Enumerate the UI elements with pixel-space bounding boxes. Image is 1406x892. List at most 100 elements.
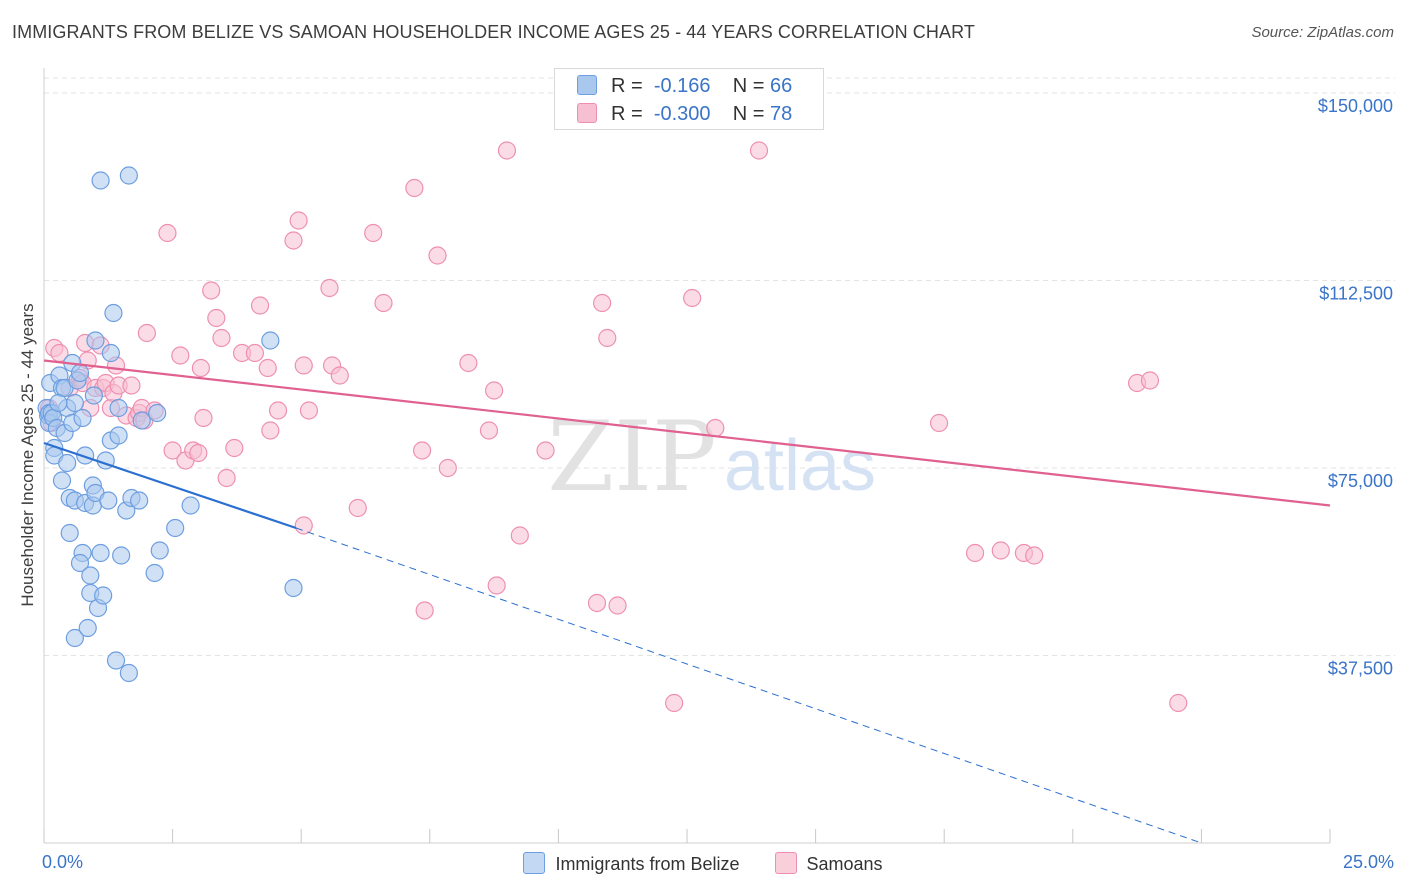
y-tick-label: $75,000 [1328, 471, 1393, 491]
trend-lines [43, 359, 1331, 844]
belize-point [60, 523, 79, 543]
samoan-point [217, 468, 236, 488]
samoan-point [202, 281, 221, 300]
samoan-point [225, 438, 244, 458]
belize-n-value: 66 [770, 75, 793, 97]
y-tick-label: $150,000 [1318, 96, 1393, 116]
samoan-point [122, 376, 141, 395]
samoan-point [258, 358, 277, 378]
samoan-point [189, 443, 208, 463]
samoan-point [289, 211, 308, 230]
samoan-point [1025, 546, 1044, 565]
samoan-point [163, 441, 182, 460]
samoan-point [536, 441, 555, 460]
samoan-point [497, 141, 517, 160]
samoan-trend-line [43, 359, 1331, 507]
samoan-point [598, 328, 617, 348]
belize-point [166, 518, 185, 538]
samoan-point [683, 288, 702, 308]
belize-points [37, 166, 303, 683]
samoan-point [929, 413, 949, 433]
belize-point [261, 331, 280, 350]
samoan-point [438, 458, 457, 478]
belize-point [106, 651, 126, 670]
belize-point [84, 386, 103, 405]
samoan-point [171, 346, 190, 365]
belize-r-label: R = [611, 75, 643, 97]
samoan-point [294, 516, 313, 535]
legend-row-belize: R = -0.166 N = 66 [577, 75, 792, 98]
samoan-point [330, 366, 349, 385]
belize-point [78, 618, 97, 638]
samoan-point [608, 596, 627, 615]
samoan-point [212, 328, 231, 348]
belize-point [109, 426, 128, 445]
samoan-point [428, 246, 447, 265]
belize-point [65, 628, 84, 648]
samoan-point [749, 141, 769, 160]
belize-swatch [577, 75, 597, 95]
belize-point [145, 563, 164, 583]
belize-r-value: -0.166 [653, 75, 711, 97]
samoan-point [137, 323, 156, 343]
samoan-r-label: R = [611, 103, 643, 125]
axis-layer [43, 68, 1331, 844]
belize-legend-swatch [523, 852, 546, 874]
samoan-point [405, 178, 424, 198]
samoan-point [294, 356, 313, 375]
samoan-point [245, 343, 265, 363]
samoan-point [250, 296, 270, 315]
samoan-point [991, 541, 1010, 560]
belize-point [58, 453, 77, 473]
belize-point [119, 166, 138, 185]
samoan-point [348, 498, 367, 518]
chart-title: IMMIGRANTS FROM BELIZE VS SAMOAN HOUSEHO… [12, 22, 975, 42]
samoan-point [459, 353, 478, 373]
watermark-atlas: atlas [724, 426, 876, 506]
samoan-n-value: 78 [770, 103, 793, 125]
belize-point [99, 491, 118, 510]
x-tick-label-max: 25.0% [1342, 852, 1394, 872]
samoan-swatch [577, 103, 597, 123]
samoan-point [320, 278, 339, 298]
samoan-point [191, 358, 210, 378]
belize-point [109, 398, 128, 418]
samoan-point [364, 223, 383, 243]
samoan-point [158, 223, 177, 243]
belize-trend-extension [295, 527, 1202, 844]
samoan-point [1140, 371, 1160, 390]
samoan-point [706, 418, 725, 438]
belize-point [65, 393, 84, 413]
belize-point [148, 403, 167, 423]
belize-point [130, 491, 149, 510]
belize-point [91, 171, 110, 190]
belize-point [101, 343, 120, 363]
grid-layer [44, 77, 1395, 656]
samoan-point [593, 293, 612, 313]
y-tick-label: $37,500 [1328, 659, 1393, 679]
series-legend-belize: Immigrants from Belize [523, 852, 739, 875]
samoan-point [965, 543, 985, 563]
belize-point [119, 663, 138, 683]
samoan-r-value: -0.300 [653, 103, 711, 125]
belize-point [70, 553, 90, 573]
samoan-point [374, 293, 393, 313]
samoan-legend-swatch [774, 852, 797, 874]
belize-point [94, 586, 113, 605]
samoan-point [479, 421, 499, 440]
samoan-point [194, 408, 213, 428]
samoan-point [1169, 693, 1188, 713]
samoan-point [299, 401, 319, 420]
samoan-point [207, 308, 226, 328]
belize-point [76, 446, 95, 465]
samoan-point [415, 601, 434, 620]
correlation-legend: R = -0.166 N = 66 R = -0.300 N = 78 [554, 68, 824, 130]
belize-point [49, 393, 68, 413]
samoan-point [665, 693, 684, 713]
belize-point [70, 363, 90, 383]
x-tick-label-min: 0.0% [42, 852, 84, 872]
samoan-point [510, 526, 529, 545]
series-legend-samoan: Samoans [774, 852, 883, 875]
samoan-point [485, 381, 504, 400]
